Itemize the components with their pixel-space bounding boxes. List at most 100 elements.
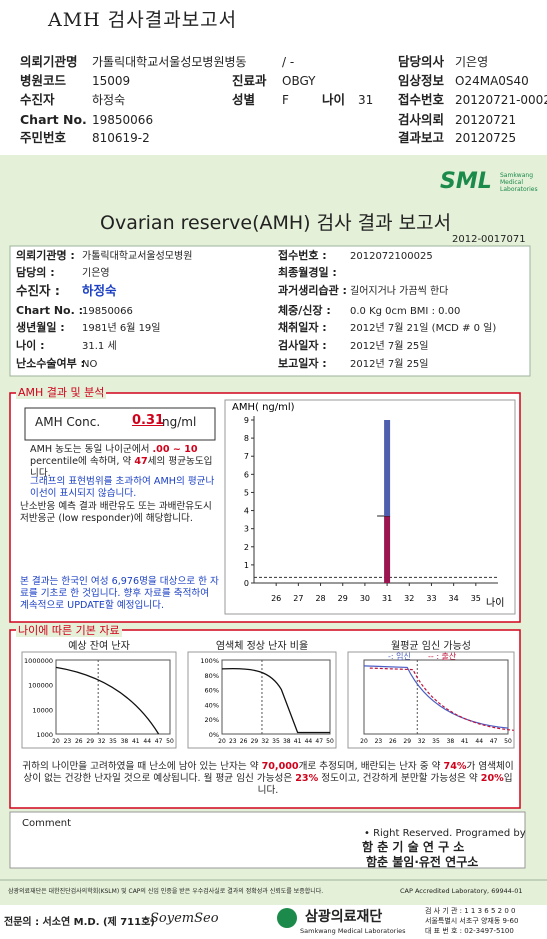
text-segment: 세의 평균농도입니다.: [30, 456, 213, 479]
ward-value: / -: [282, 55, 295, 69]
mini-x-tick-label: 35: [272, 738, 280, 745]
footer-band: [0, 905, 547, 939]
conc-value: 0.31: [132, 413, 165, 428]
mini-y-tick-label: 40%: [205, 701, 219, 709]
field-value: 20120721-00025: [455, 93, 547, 107]
footer-notice: 삼광의료재단은 대한진단검사의학회(KSLM) 및 CAP의 신입 인증을 받은…: [8, 888, 324, 895]
patient-label: 채취일자 :: [278, 321, 327, 334]
x-tick-label: 31: [382, 594, 392, 603]
mini-x-tick-label: 20: [360, 738, 368, 745]
mini-x-tick-label: 35: [109, 738, 117, 745]
mini-chart-frame: [347, 651, 515, 749]
logo-sub: Samkwang Medical Laboratories: [500, 172, 538, 193]
mini-plot: [363, 659, 509, 735]
patient-panel: [9, 245, 531, 377]
mini-x-tick-label: 32: [98, 738, 106, 745]
field-label: 진료과: [232, 73, 267, 88]
x-tick-label: 35: [471, 594, 481, 603]
mini-x-tick-label: 20: [52, 738, 60, 745]
x-tick-label: 32: [404, 594, 414, 603]
y-tick-label: 3: [244, 525, 249, 534]
mini-chart-title: 염색체 정상 난자 비율: [215, 641, 309, 652]
y-tick-label: 5: [244, 488, 249, 497]
mini-curve: [369, 667, 514, 731]
mini-x-tick-label: 23: [375, 738, 383, 745]
mini-x-tick-label: 29: [251, 738, 259, 745]
patient-label: 보고일자 :: [278, 357, 327, 370]
text-segment: AMH 농도는 동일 나이군에서: [30, 444, 153, 455]
text-segment: 입니다.: [257, 773, 513, 796]
y-tick-label: 6: [244, 470, 249, 479]
field-label: 접수번호: [398, 92, 445, 107]
text-segment: 개로 추정되며, 배란되는 난자 중 약: [298, 761, 444, 772]
mini-x-tick-label: 29: [86, 738, 94, 745]
field-value: 20120725: [455, 131, 517, 145]
x-axis-label: 나이: [486, 597, 504, 609]
bar-segment: [384, 515, 391, 583]
field-label: 담당의사: [398, 54, 445, 69]
highlight-text: 70,000: [261, 761, 299, 772]
mini-y-tick-label: 100%: [200, 657, 219, 665]
mini-x-tick-label: 41: [461, 738, 469, 745]
patient-label: 난소수술여부 :: [16, 357, 85, 370]
mini-x-tick-label: 44: [305, 738, 313, 745]
y-tick-label: 1: [244, 561, 249, 570]
mini-x-tick-label: 26: [389, 738, 397, 745]
mini-plot: [221, 659, 331, 735]
contact-line: 검 사 기 관 : 1 1 3 6 5 2 0 0: [425, 907, 516, 915]
mini-x-tick-label: 50: [326, 738, 334, 745]
mini-chart-title: 월평균 임신 가능성: [391, 641, 471, 652]
analysis-paragraph: 난소반응 예측 결과 배란유도 또는 과배란유도시 저반응군 (low resp…: [20, 501, 212, 524]
patient-label: 생년월일 :: [16, 321, 65, 334]
text-segment: percentile에 속하며, 약: [30, 456, 135, 467]
y-tick-label: 9: [244, 416, 249, 425]
mini-curve: [363, 665, 509, 729]
patient-value: 길어지거나 가끔씩 한다: [350, 286, 449, 297]
x-tick-label: 26: [271, 594, 281, 603]
comment-label: Comment: [22, 818, 71, 829]
org-name: 삼광의료재단: [305, 909, 383, 925]
mini-x-tick-label: 35: [432, 738, 440, 745]
mini-chart-frame: [21, 651, 177, 749]
mini-x-tick-label: 50: [166, 738, 174, 745]
field-label: 검사의뢰: [398, 112, 445, 127]
comment-box: [9, 811, 526, 869]
text-segment: 가 염색체이상이 없는 건강한 난자일 것으로 예상됩니다. 월 평균 임신 가…: [23, 761, 514, 784]
doctor-name: 전문의 : 서소연 M.D. (제 711호): [4, 917, 155, 928]
mini-x-tick-label: 29: [403, 738, 411, 745]
field-label: 임상정보: [398, 73, 445, 88]
signature: SoyemSeo: [150, 911, 219, 926]
mini-y-tick-label: 1000: [36, 731, 53, 739]
patient-label: 과거생리습관 :: [278, 284, 347, 297]
field-value: 810619-2: [92, 131, 150, 145]
field-value: 15009: [92, 74, 131, 88]
patient-value: 19850066: [82, 306, 133, 317]
mini-y-tick-label: 10000: [32, 706, 53, 714]
patient-value: 2012년 7월 25일: [350, 359, 429, 370]
footer-cap: CAP Accredited Laboratory, 69944-01: [400, 887, 523, 895]
mini-y-tick-label: 60%: [205, 687, 219, 695]
header-title: AMH 검사결과보고서: [48, 9, 238, 31]
x-tick-label: 28: [315, 594, 325, 603]
patient-label: 의뢰기관명 :: [16, 249, 75, 262]
patient-value: NO: [82, 359, 98, 370]
mini-x-tick-label: 44: [475, 738, 483, 745]
contact-line: 대 표 번 호 : 02-3497-5100: [425, 927, 514, 935]
credit-line: 함 춘 기 술 연 구 소: [362, 840, 465, 854]
mini-x-tick-label: 20: [218, 738, 226, 745]
y-axis-label: AMH( ng/ml): [232, 402, 295, 413]
org-logo-mark: [277, 908, 297, 928]
patient-value: 2012년 7월 21일 (MCD # 0 일): [350, 323, 497, 334]
y-tick-label: 2: [244, 543, 249, 552]
y-tick-label: 0: [244, 579, 249, 588]
section-title: AMH 결과 및 분석: [16, 386, 107, 399]
field-label: 의뢰기관명: [20, 54, 78, 69]
credit-line: 함춘 불임·유전 연구소: [366, 855, 479, 869]
field-value: 기은영: [455, 55, 489, 69]
mini-x-tick-label: 32: [418, 738, 426, 745]
bar-segment: [384, 420, 391, 516]
highlight-text: 47: [134, 456, 148, 467]
analysis-paragraph: 그래프의 표현범위를 초과하여 AMH의 평균나이선이 표시되지 않습니다.: [30, 476, 215, 499]
patient-value: 하정숙: [82, 283, 117, 298]
